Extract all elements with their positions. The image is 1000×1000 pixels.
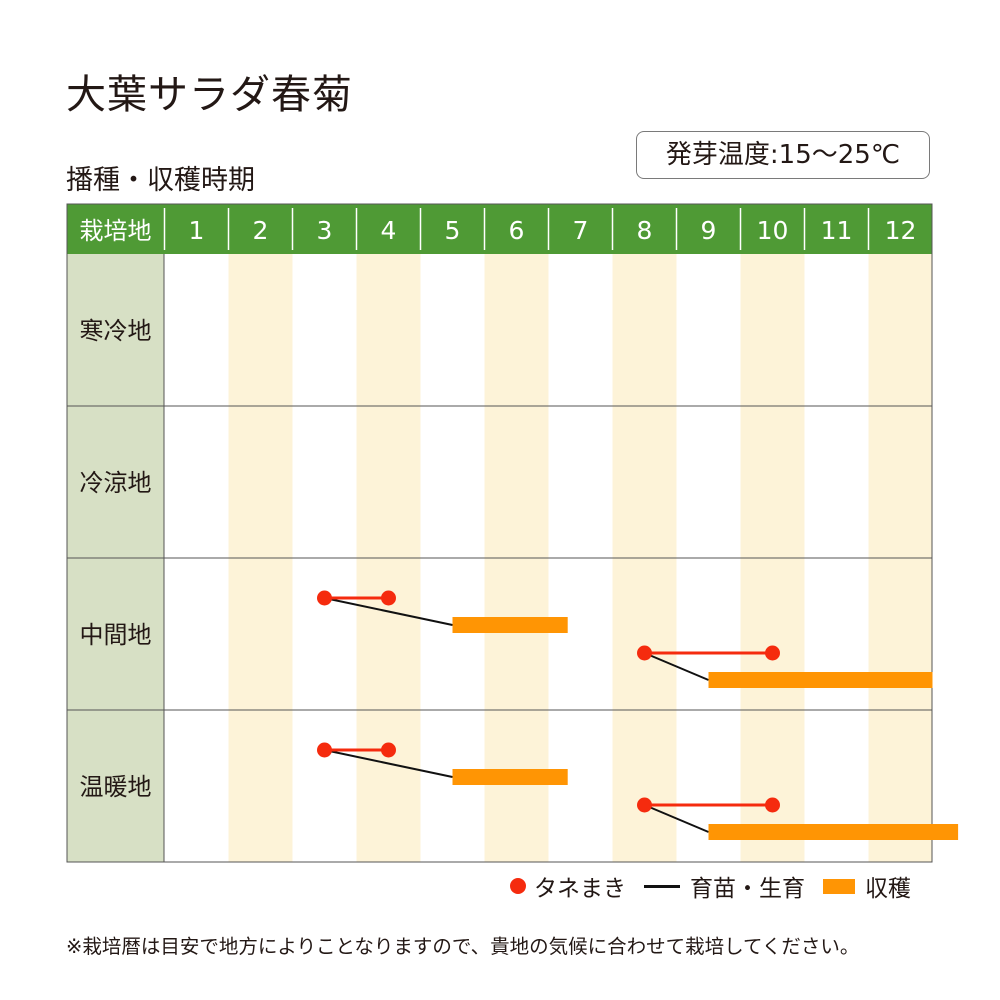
harvest-bar <box>452 617 568 633</box>
corner-label: 栽培地 <box>80 217 152 245</box>
growth-line-icon <box>644 884 680 888</box>
growth-line <box>324 749 453 778</box>
harvest-bar <box>452 769 568 785</box>
growth-line <box>644 652 709 681</box>
month-label-4: 4 <box>381 216 397 245</box>
sowing-start-dot <box>637 797 652 813</box>
growth-line <box>324 597 453 626</box>
page-title: 大葉サラダ春菊 <box>66 72 353 118</box>
month-label-12: 12 <box>885 216 917 245</box>
sowing-end-dot <box>381 742 396 758</box>
sowing-start-dot <box>317 742 332 758</box>
sowing-end-dot <box>381 590 396 606</box>
table-border <box>66 203 933 863</box>
harvest-bar <box>708 672 933 688</box>
region-label: 冷涼地 <box>80 469 152 497</box>
region-label: 中間地 <box>80 621 152 649</box>
month-label-1: 1 <box>189 216 205 245</box>
month-label-10: 10 <box>757 216 789 245</box>
legend-harvest: 収穫 <box>823 869 911 903</box>
section-subtitle: 播種・収穫時期 <box>66 165 255 196</box>
month-label-2: 2 <box>253 216 269 245</box>
month-label-6: 6 <box>509 216 525 245</box>
footnote: ※栽培暦は目安で地方によりことなりますので、貴地の気候に合わせて栽培してください… <box>66 935 860 958</box>
growth-line <box>644 804 709 833</box>
sowing-start-dot <box>637 645 652 661</box>
legend-harvest-label: 収穫 <box>865 876 911 902</box>
chart-legend: タネまき 育苗・生育 収穫 <box>510 870 911 902</box>
month-label-7: 7 <box>573 216 589 245</box>
month-label-5: 5 <box>445 216 461 245</box>
sowing-end-dot <box>765 797 780 813</box>
header-row-bg <box>67 204 932 254</box>
harvest-bar <box>708 824 959 840</box>
legend-sowing-label: タネまき <box>534 876 626 902</box>
harvest-bar-icon <box>823 878 855 894</box>
month-label-3: 3 <box>317 216 333 245</box>
germination-temperature-badge: 発芽温度:15〜25℃ <box>636 131 930 179</box>
month-label-11: 11 <box>821 216 853 245</box>
legend-nursery: 育苗・生育 <box>644 869 805 903</box>
region-label: 温暖地 <box>80 773 152 801</box>
sowing-start-dot <box>317 590 332 606</box>
sowing-end-dot <box>765 645 780 661</box>
sowing-dot-icon <box>510 878 526 894</box>
month-label-8: 8 <box>637 216 653 245</box>
legend-sowing: タネまき <box>510 869 626 903</box>
legend-nursery-label: 育苗・生育 <box>690 876 805 902</box>
month-label-9: 9 <box>701 216 717 245</box>
region-label: 寒冷地 <box>80 317 152 345</box>
